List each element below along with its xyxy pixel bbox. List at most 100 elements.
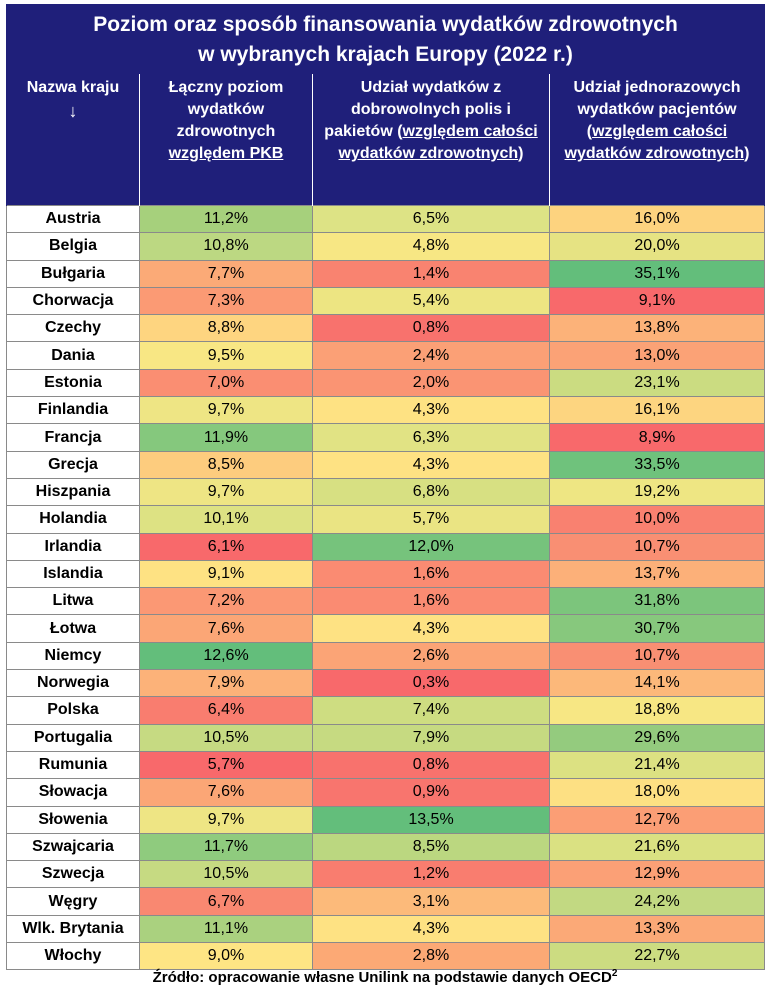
oop-share-cell: 8,9% bbox=[548, 423, 766, 452]
voluntary-share-cell: 1,6% bbox=[312, 559, 550, 589]
table-title: Poziom oraz sposób finansowania wydatków… bbox=[5, 4, 766, 74]
country-cell: Islandia bbox=[6, 559, 140, 589]
oop-share-cell: 21,6% bbox=[548, 832, 766, 862]
total-spending-cell: 9,0% bbox=[139, 942, 313, 971]
voluntary-share-cell: 5,4% bbox=[312, 286, 550, 316]
table-row: Szwecja 10,5% 1,2% 12,9% bbox=[6, 860, 766, 889]
table-row: Grecja 8,5% 4,3% 33,5% bbox=[6, 450, 766, 479]
header-oop-label: Udział jednorazowych wydatków pacjentów … bbox=[573, 79, 741, 140]
total-spending-cell: 9,7% bbox=[139, 396, 313, 425]
country-cell: Portugalia bbox=[6, 723, 140, 752]
table-row: Słowacja 7,6% 0,9% 18,0% bbox=[6, 778, 766, 807]
voluntary-share-cell: 6,5% bbox=[312, 204, 550, 234]
table-row: Holandia 10,1% 5,7% 10,0% bbox=[6, 505, 766, 534]
country-cell: Włochy bbox=[6, 942, 140, 971]
total-spending-cell: 10,8% bbox=[139, 232, 313, 261]
voluntary-share-cell: 0,3% bbox=[312, 669, 550, 698]
total-spending-cell: 6,7% bbox=[139, 887, 313, 916]
country-cell: Polska bbox=[6, 696, 140, 725]
voluntary-share-cell: 4,3% bbox=[312, 914, 550, 944]
title-line-1: Poziom oraz sposób finansowania wydatków… bbox=[93, 13, 678, 36]
oop-share-cell: 35,1% bbox=[548, 259, 766, 288]
voluntary-share-cell: 6,3% bbox=[312, 423, 550, 452]
oop-share-cell: 10,7% bbox=[548, 641, 766, 671]
header-voluntary-label: Udział wydatków z dobrowolnych polis i p… bbox=[324, 79, 511, 140]
total-spending-cell: 7,6% bbox=[139, 614, 313, 643]
oop-share-cell: 18,8% bbox=[548, 696, 766, 725]
total-spending-cell: 9,1% bbox=[139, 559, 313, 589]
oop-share-cell: 9,1% bbox=[548, 286, 766, 316]
country-cell: Szwajcaria bbox=[6, 832, 140, 862]
oop-share-cell: 12,7% bbox=[548, 805, 766, 834]
voluntary-share-cell: 2,8% bbox=[312, 942, 550, 971]
voluntary-share-cell: 6,8% bbox=[312, 477, 550, 507]
table-row: Islandia 9,1% 1,6% 13,7% bbox=[6, 559, 766, 589]
total-spending-cell: 7,9% bbox=[139, 669, 313, 698]
voluntary-share-cell: 2,0% bbox=[312, 368, 550, 398]
voluntary-share-cell: 2,4% bbox=[312, 341, 550, 370]
country-cell: Irlandia bbox=[6, 532, 140, 561]
table-row: Norwegia 7,9% 0,3% 14,1% bbox=[6, 669, 766, 698]
title-line-2: w wybranych krajach Europy (2022 r.) bbox=[198, 43, 573, 66]
header-total-spending: Łączny poziom wydatków zdrowotnych wzglę… bbox=[139, 73, 313, 206]
table-row: Francja 11,9% 6,3% 8,9% bbox=[6, 423, 766, 452]
table-row: Polska 6,4% 7,4% 18,8% bbox=[6, 696, 766, 725]
country-cell: Słowacja bbox=[6, 778, 140, 807]
table-row: Estonia 7,0% 2,0% 23,1% bbox=[6, 368, 766, 398]
source-text: Źródło: opracowanie własne Unilink na po… bbox=[152, 969, 612, 986]
total-spending-cell: 8,5% bbox=[139, 450, 313, 479]
total-spending-cell: 9,5% bbox=[139, 341, 313, 370]
oop-share-cell: 20,0% bbox=[548, 232, 766, 261]
voluntary-share-cell: 1,4% bbox=[312, 259, 550, 288]
country-cell: Belgia bbox=[6, 232, 140, 261]
voluntary-share-cell: 12,0% bbox=[312, 532, 550, 561]
oop-share-cell: 21,4% bbox=[548, 750, 766, 780]
total-spending-cell: 7,7% bbox=[139, 259, 313, 288]
country-cell: Łotwa bbox=[6, 614, 140, 643]
oop-share-cell: 31,8% bbox=[548, 587, 766, 616]
table-row: Czechy 8,8% 0,8% 13,8% bbox=[6, 314, 766, 343]
voluntary-share-cell: 1,2% bbox=[312, 860, 550, 889]
table-row: Węgry 6,7% 3,1% 24,2% bbox=[6, 887, 766, 916]
header-total-underlined: względem PKB bbox=[168, 145, 284, 162]
oop-share-cell: 13,7% bbox=[548, 559, 766, 589]
table-row: Łotwa 7,6% 4,3% 30,7% bbox=[6, 614, 766, 643]
voluntary-share-cell: 3,1% bbox=[312, 887, 550, 916]
voluntary-share-cell: 0,8% bbox=[312, 314, 550, 343]
total-spending-cell: 10,5% bbox=[139, 723, 313, 752]
title-row: Poziom oraz sposób finansowania wydatków… bbox=[5, 4, 766, 74]
total-spending-cell: 6,1% bbox=[139, 532, 313, 561]
total-spending-cell: 9,7% bbox=[139, 805, 313, 834]
table-row: Wlk. Brytania 11,1% 4,3% 13,3% bbox=[6, 914, 766, 944]
total-spending-cell: 11,7% bbox=[139, 832, 313, 862]
country-cell: Chorwacja bbox=[6, 286, 140, 316]
header-country: Nazwa kraju ↓ bbox=[6, 73, 140, 206]
country-cell: Austria bbox=[6, 204, 140, 234]
oop-share-cell: 30,7% bbox=[548, 614, 766, 643]
table-row: Litwa 7,2% 1,6% 31,8% bbox=[6, 587, 766, 616]
voluntary-share-cell: 7,9% bbox=[312, 723, 550, 752]
country-cell: Francja bbox=[6, 423, 140, 452]
header-oop-underlined: względem całości wydatków zdrowotnych bbox=[564, 123, 745, 162]
table-row: Niemcy 12,6% 2,6% 10,7% bbox=[6, 641, 766, 671]
total-spending-cell: 11,1% bbox=[139, 914, 313, 944]
country-cell: Litwa bbox=[6, 587, 140, 616]
oop-share-cell: 12,9% bbox=[548, 860, 766, 889]
total-spending-cell: 6,4% bbox=[139, 696, 313, 725]
oop-share-cell: 29,6% bbox=[548, 723, 766, 752]
voluntary-share-cell: 7,4% bbox=[312, 696, 550, 725]
total-spending-cell: 10,5% bbox=[139, 860, 313, 889]
country-cell: Niemcy bbox=[6, 641, 140, 671]
table-row: Rumunia 5,7% 0,8% 21,4% bbox=[6, 750, 766, 780]
voluntary-share-cell: 0,8% bbox=[312, 750, 550, 780]
country-cell: Węgry bbox=[6, 887, 140, 916]
voluntary-share-cell: 4,3% bbox=[312, 614, 550, 643]
country-cell: Szwecja bbox=[6, 860, 140, 889]
source-note: Źródło: opracowanie własne Unilink na po… bbox=[0, 968, 770, 986]
country-cell: Grecja bbox=[6, 450, 140, 479]
table-row: Słowenia 9,7% 13,5% 12,7% bbox=[6, 805, 766, 834]
table-row: Szwajcaria 11,7% 8,5% 21,6% bbox=[6, 832, 766, 862]
oop-share-cell: 23,1% bbox=[548, 368, 766, 398]
oop-share-cell: 24,2% bbox=[548, 887, 766, 916]
